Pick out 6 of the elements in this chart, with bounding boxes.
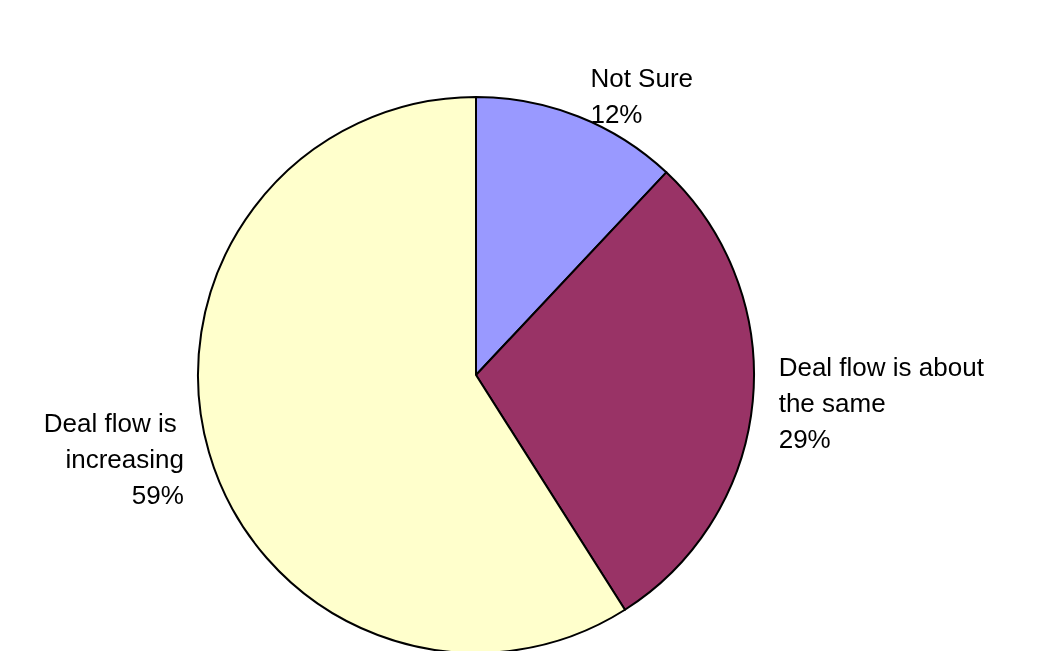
slice-label: Deal flow is increasing [43,407,184,474]
slice-label: Not Sure [590,63,694,94]
data-label: 59% [131,479,184,510]
data-label: 12% [590,99,643,130]
slice-label: Deal flow is about the same [778,352,992,419]
data-label: 29% [778,424,831,455]
